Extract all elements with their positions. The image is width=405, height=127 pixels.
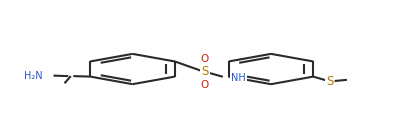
Text: S: S xyxy=(325,75,333,88)
Text: NH: NH xyxy=(230,73,245,83)
Text: O: O xyxy=(200,54,209,64)
Text: S: S xyxy=(201,65,208,78)
Text: O: O xyxy=(200,80,209,90)
Text: H₂N: H₂N xyxy=(24,71,43,81)
